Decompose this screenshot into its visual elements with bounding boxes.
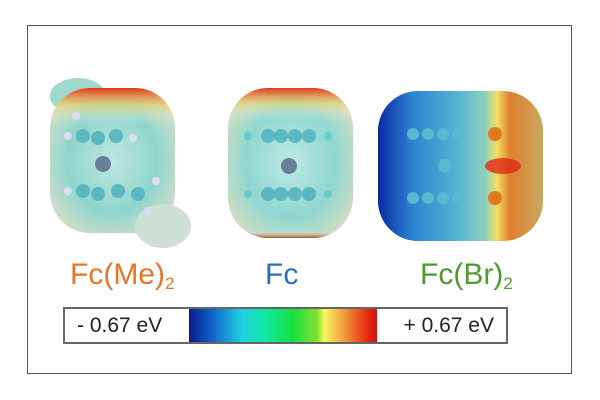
label-fc: Fc xyxy=(265,258,298,292)
fc-me2-potential-surface xyxy=(50,78,191,248)
molecule-name: Fc(Me) xyxy=(70,258,165,291)
colorbar-legend: - 0.67 eV + 0.67 eV xyxy=(63,307,508,344)
fc-potential-surface xyxy=(228,88,353,238)
molecule-name: Fc(Br) xyxy=(420,258,504,291)
molecule-name: Fc xyxy=(265,258,299,291)
colorbar-gradient xyxy=(189,309,377,342)
molecule-subscript: 2 xyxy=(503,274,513,293)
fc-br2-potential-surface xyxy=(378,91,543,241)
colorbar-min-label: - 0.67 eV xyxy=(77,314,163,337)
label-fc-br2: Fc(Br)2 xyxy=(420,258,513,294)
molecule-subscript: 2 xyxy=(164,274,175,293)
colorbar-max-label: + 0.67 eV xyxy=(403,314,495,337)
label-fc-me2: Fc(Me)2 xyxy=(70,258,174,294)
